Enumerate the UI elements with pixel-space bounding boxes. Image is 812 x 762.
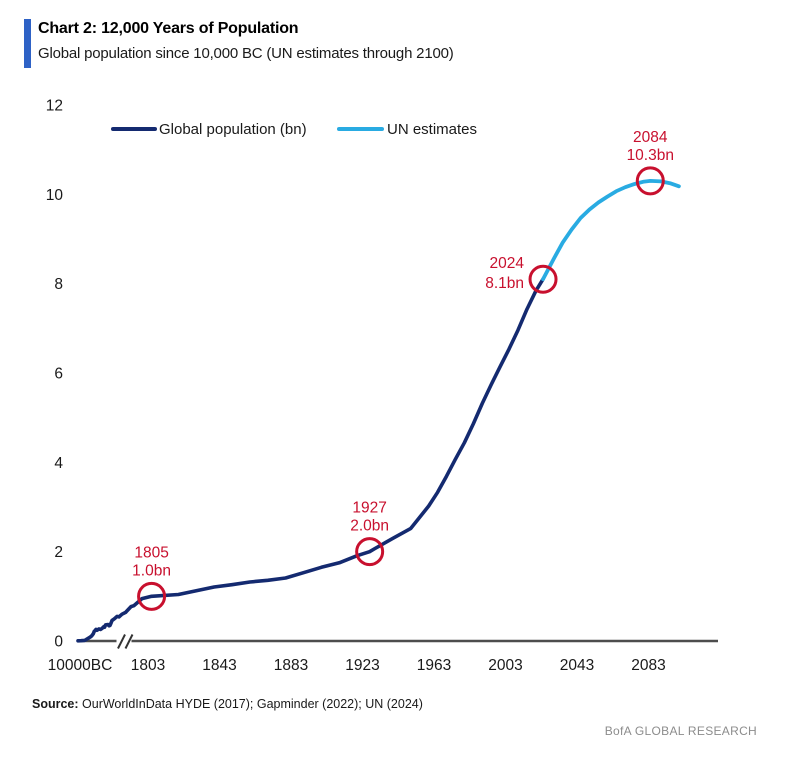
- x-tick-label: 2003: [488, 657, 522, 674]
- y-tick-label: 2: [54, 544, 63, 561]
- annotation-year-1927: 1927: [352, 500, 386, 517]
- annotation-value-2084: 10.3bn: [627, 147, 674, 164]
- source-line: Source: OurWorldInData HYDE (2017); Gapm…: [32, 697, 423, 711]
- annotation-value-2024: 8.1bn: [485, 275, 524, 292]
- x-tick-label: 10000BC: [48, 657, 113, 674]
- x-axis-break-mark: [116, 634, 134, 649]
- y-tick-label: 8: [54, 276, 63, 293]
- chart-legend: Global population (bn) UN estimates: [111, 121, 477, 138]
- source-label: Source:: [32, 697, 79, 711]
- bofa-global-research-brand: BofA GLOBAL RESEARCH: [604, 724, 757, 738]
- chart-subtitle: Global population since 10,000 BC (UN es…: [38, 45, 454, 62]
- chart-title: Chart 2: 12,000 Years of Population: [38, 20, 299, 37]
- source-text: OurWorldInData HYDE (2017); Gapminder (2…: [78, 697, 423, 711]
- annotation-circle-1927: [355, 537, 385, 567]
- annotation-value-1927: 2.0bn: [350, 518, 389, 535]
- x-tick-label: 2043: [560, 657, 594, 674]
- axis-break-slash: [124, 634, 134, 649]
- legend-label-un-estimates: UN estimates: [387, 121, 477, 138]
- axis-break-gap: [116, 636, 132, 646]
- annotation-circle-1805: [137, 581, 167, 611]
- x-tick-label: 1843: [202, 657, 236, 674]
- x-tick-label: 1883: [274, 657, 308, 674]
- annotation-year-2024: 2024: [490, 255, 525, 272]
- global-population-line: [76, 277, 545, 643]
- annotation-year-1805: 1805: [134, 544, 168, 561]
- un-estimates-line: [541, 179, 681, 282]
- x-tick-label: 1803: [131, 657, 165, 674]
- y-tick-label: 6: [54, 365, 63, 382]
- x-tick-label: 2083: [631, 657, 665, 674]
- legend-label-global-population: Global population (bn): [159, 121, 307, 138]
- y-tick-label: 12: [46, 97, 63, 114]
- axis-break-slash: [117, 634, 126, 649]
- annotation-value-1805: 1.0bn: [132, 562, 171, 579]
- annotation-circle-2084: [635, 166, 665, 196]
- x-axis: 10000BC 1803 1843 1883 1923 1963 2003 2043 2083: [48, 657, 666, 674]
- x-tick-label: 1963: [417, 657, 451, 674]
- y-tick-label: 0: [54, 634, 63, 651]
- title-accent-bar: [24, 19, 31, 68]
- annotation-year-2084: 2084: [633, 129, 668, 146]
- x-tick-label: 1923: [345, 657, 379, 674]
- y-tick-label: 4: [54, 455, 63, 472]
- annotation-circle-2024: [528, 264, 558, 294]
- y-axis: 0 2 4 6 8 10 12: [46, 97, 64, 650]
- y-tick-label: 10: [46, 187, 64, 204]
